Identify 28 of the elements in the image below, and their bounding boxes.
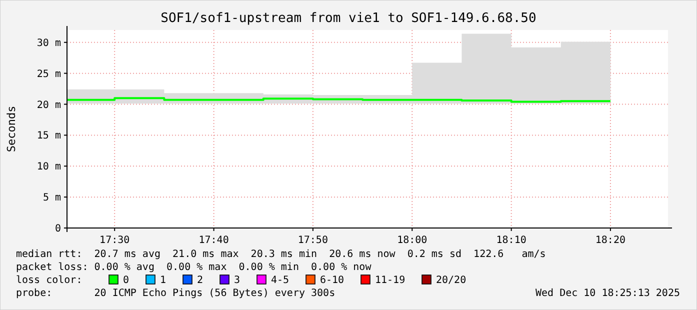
y-tick-label: 20 m <box>36 100 61 111</box>
text: Wed Dec 10 18:25:13 2025 <box>536 288 680 299</box>
legend-label: 6-10 <box>320 275 344 286</box>
text: median rtt: 20.7 ms avg 21.0 ms max 20.3 ms min 20.6 ms now 0.2 ms sd 122.6 am/s <box>16 249 546 260</box>
y-tick-label: 0 <box>54 224 61 234</box>
x-tick-label: 18:10 <box>496 235 526 246</box>
y-tick-label: 30 m <box>36 38 61 49</box>
y-tick-label: 5 m <box>42 192 61 204</box>
y-tick-label: 15 m <box>36 130 61 142</box>
legend-label: 11-19 <box>375 275 406 286</box>
y-tick-label: 10 m <box>36 162 61 173</box>
y-axis-title: Seconds <box>5 106 18 152</box>
x-tick-label: 17:30 <box>100 235 130 246</box>
x-tick-label: 18:20 <box>595 235 626 246</box>
x-tick-label: 17:40 <box>198 235 229 246</box>
text: probe: 20 ICMP Echo Pings (56 Bytes) every 300s <box>16 288 336 299</box>
legend-label: 4-5 <box>271 275 290 286</box>
chart-title: SOF1/sof1-upstream from vie1 to SOF1-149.6.68.50 <box>160 11 536 26</box>
x-tick-label: 17:50 <box>298 235 328 246</box>
legend-label: 20/20 <box>436 275 466 286</box>
legend-label: 2 <box>197 275 204 286</box>
x-tick-label: 18:00 <box>397 235 428 246</box>
legend-title: loss color: <box>16 275 82 286</box>
legend-label: 3 <box>234 275 240 286</box>
legend-label: 1 <box>160 275 166 286</box>
text: packet loss: 0.00 % avg 0.00 % max 0.00 % min 0.00 % now <box>16 262 372 273</box>
y-tick-label: 25 m <box>36 68 61 80</box>
legend-label: 0 <box>123 275 130 286</box>
